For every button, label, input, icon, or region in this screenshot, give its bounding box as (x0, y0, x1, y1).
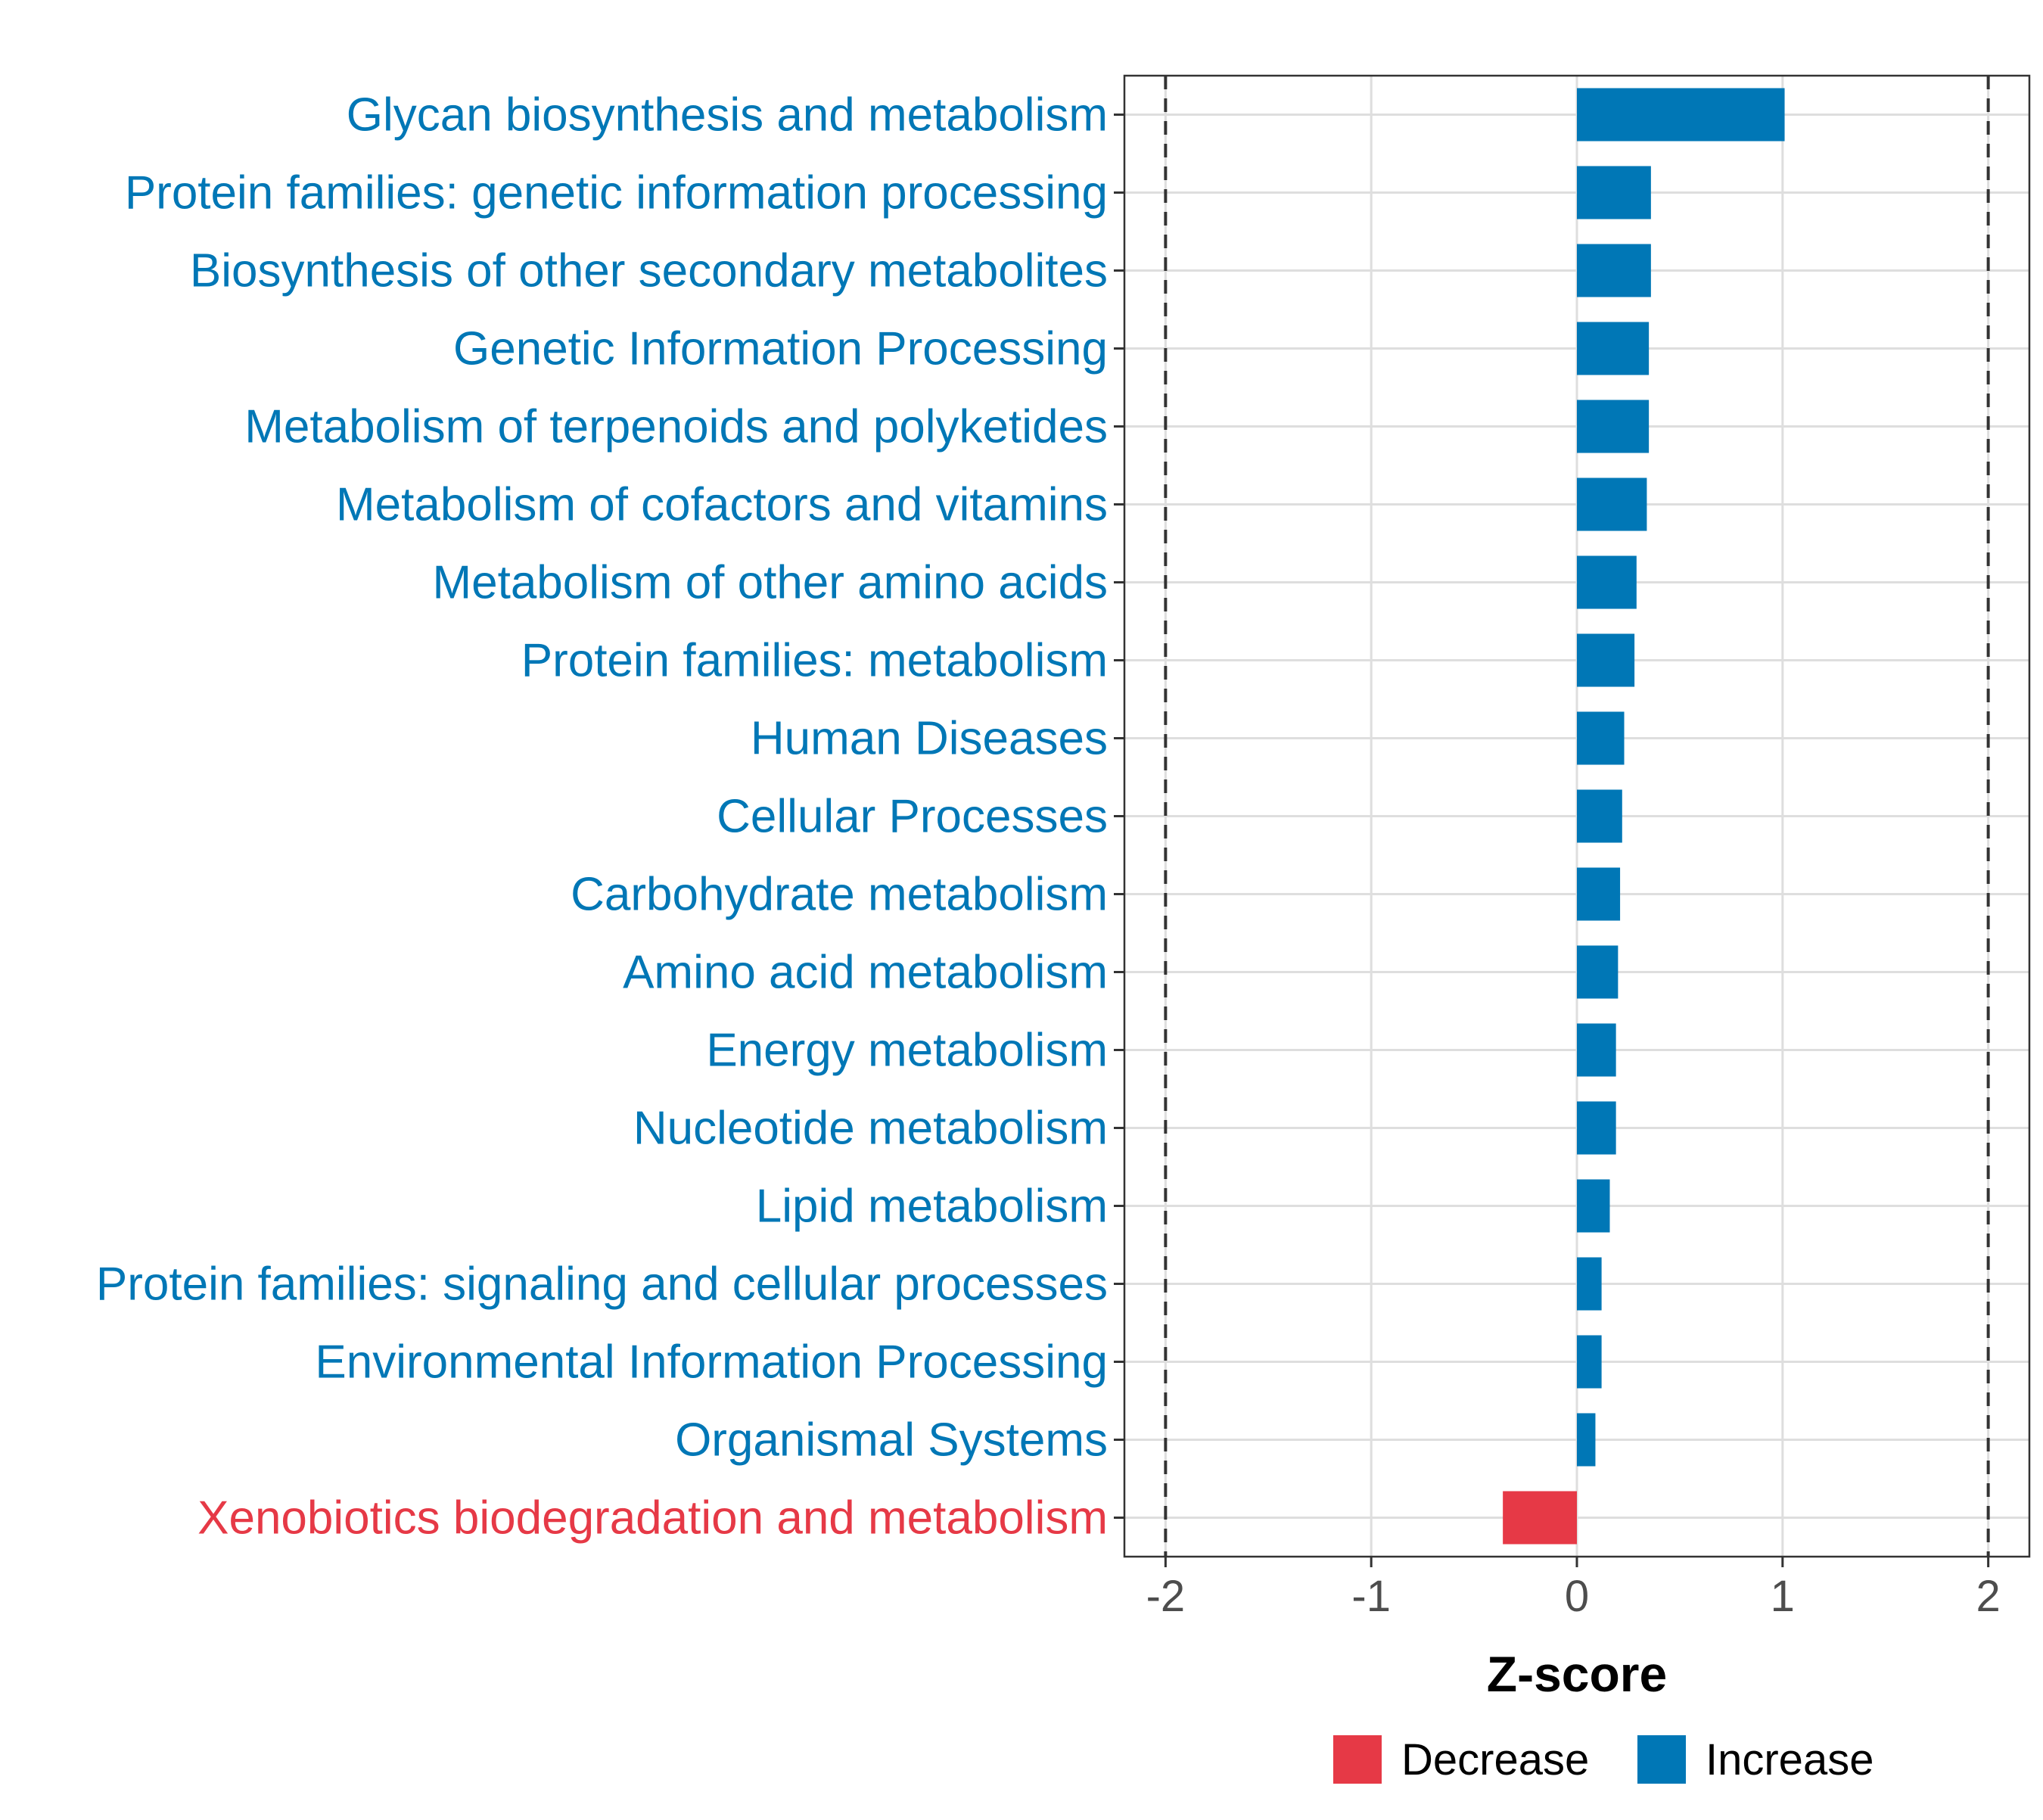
x-tick-label: 1 (1771, 1572, 1795, 1621)
ticks-layer: -2 -1 0 1 2 (1114, 114, 2001, 1621)
category-label: Lipid metabolism (756, 1181, 1108, 1233)
category-label: Metabolism of terpenoids and polyketides (244, 401, 1108, 453)
bar (1577, 1179, 1610, 1233)
bar (1577, 1335, 1602, 1389)
category-label: Carbohydrate metabolism (571, 869, 1108, 921)
legend-key (1333, 1735, 1382, 1784)
bar (1503, 1491, 1577, 1545)
bar (1577, 166, 1651, 219)
category-label: Nucleotide metabolism (633, 1103, 1108, 1155)
bar (1577, 711, 1625, 765)
category-label: Genetic Information Processing (453, 323, 1108, 375)
legend-label: Decrease (1401, 1735, 1589, 1784)
bars-layer (1503, 88, 1785, 1545)
bar (1577, 555, 1637, 609)
bar (1577, 1413, 1596, 1467)
bar (1577, 633, 1635, 687)
bar (1577, 867, 1621, 921)
legend-label: Increase (1706, 1735, 1874, 1784)
category-labels-layer: Glycan biosynthesis and metabolism Protei… (96, 89, 1108, 1545)
category-label: Protein families: signaling and cellular… (96, 1258, 1108, 1311)
bar (1577, 244, 1651, 297)
bar (1577, 478, 1647, 531)
category-label: Environmental Information Processing (315, 1336, 1108, 1389)
x-tick-label: 2 (1976, 1572, 2001, 1621)
bar (1577, 400, 1650, 453)
legend-key (1637, 1735, 1686, 1784)
category-label: Human Diseases (751, 713, 1108, 765)
category-label: Protein families: metabolism (521, 635, 1108, 687)
x-tick-label: 0 (1565, 1572, 1589, 1621)
category-label: Amino acid metabolism (623, 947, 1108, 999)
bar (1577, 322, 1650, 375)
bar (1577, 789, 1622, 843)
bar (1577, 945, 1619, 999)
legend: Decrease Increase (1333, 1735, 1874, 1784)
category-label: Metabolism of other amino acids (432, 557, 1108, 609)
x-tick-label: -2 (1146, 1572, 1186, 1621)
category-label: Biosynthesis of other secondary metaboli… (190, 245, 1108, 297)
category-label: Xenobiotics biodegradation and metabolis… (197, 1492, 1108, 1545)
x-tick-label: -1 (1351, 1572, 1391, 1621)
bar (1577, 1257, 1602, 1311)
category-label: Protein families: genetic information pr… (125, 167, 1108, 219)
category-label: Energy metabolism (706, 1025, 1108, 1077)
bar (1577, 88, 1785, 142)
bar (1577, 1023, 1616, 1077)
category-label: Glycan biosynthesis and metabolism (347, 89, 1108, 142)
category-label: Cellular Processes (717, 791, 1108, 843)
category-label: Organismal Systems (675, 1414, 1108, 1467)
x-axis-title: Z-score (1487, 1646, 1667, 1702)
bar (1577, 1101, 1616, 1155)
category-label: Metabolism of cofactors and vitamins (336, 479, 1108, 531)
reference-lines-layer (1164, 76, 1990, 1557)
